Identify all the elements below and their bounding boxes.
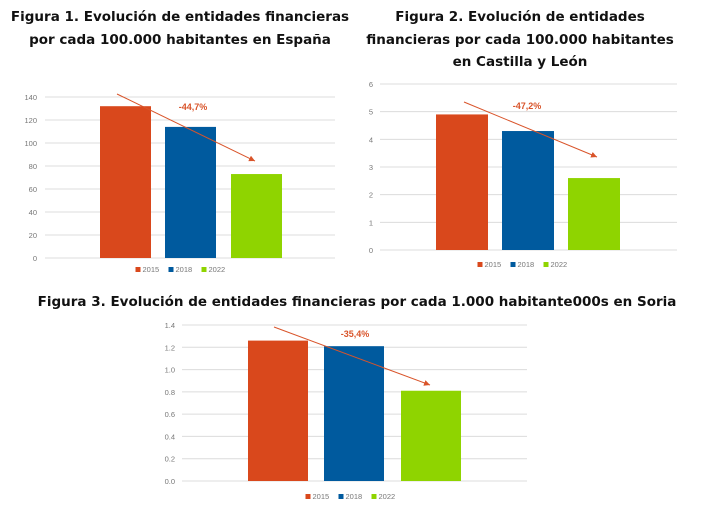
fig1-trend-arrow: [116, 93, 256, 162]
fig2-legend-label-2015: 2015: [485, 260, 502, 269]
fig1-legend-swatch-2015: [135, 267, 141, 272]
fig3-legend-swatch-2018: [338, 494, 344, 499]
fig3-legend-label-2015: 2015: [313, 492, 330, 501]
fig3-y-tick-label: 0.0: [165, 477, 175, 486]
fig3-y-tick-label: 0.4: [165, 432, 175, 441]
fig1-y-tick-label: 80: [29, 162, 37, 171]
fig1-bar-2018: [165, 126, 216, 259]
fig2-bar-2018: [502, 131, 554, 250]
fig2-legend-swatch-2015: [477, 262, 483, 267]
figure-1-title: Figura 1. Evolución de entidades financi…: [10, 9, 350, 48]
fig2-legend-label-2022: 2022: [551, 260, 568, 269]
fig1-legend-label-2018: 2018: [176, 265, 193, 274]
fig3-bar-2022: [401, 390, 461, 481]
fig2-y-tick-label: 1: [369, 218, 373, 227]
fig3-y-tick-label: 1.4: [165, 321, 175, 330]
fig2-y-tick-label: 0: [369, 246, 373, 255]
fig2-y-tick-label: 6: [369, 80, 373, 89]
fig2-y-tick-label: 2: [369, 191, 373, 200]
fig2-y-tick-label: 5: [369, 108, 373, 117]
figure-3-title: Figura 3. Evolución de entidades financi…: [37, 294, 677, 310]
fig2-y-tick-label: 4: [369, 135, 373, 144]
fig1-y-tick-label: 100: [24, 139, 37, 148]
fig2-bar-2015: [436, 114, 488, 250]
fig3-bar-2018: [324, 346, 384, 481]
fig3-y-tick-label: 1.2: [165, 343, 175, 352]
fig3-legend-label-2018: 2018: [346, 492, 363, 501]
figure-2-title: Figura 2. Evolución de entidades financi…: [366, 9, 674, 70]
fig1-y-tick-label: 140: [24, 93, 37, 102]
fig1-change-annotation: -44,7%: [179, 102, 208, 112]
fig3-change-annotation: -35,4%: [341, 329, 370, 339]
fig1-bar-2015: [100, 106, 151, 258]
fig1-y-tick-label: 0: [33, 254, 37, 263]
fig1-y-tick-label: 20: [29, 231, 37, 240]
fig2-legend-swatch-2018: [510, 262, 516, 267]
fig3-y-tick-label: 0.8: [165, 388, 175, 397]
fig2-change-annotation: -47,2%: [513, 101, 542, 111]
fig3-legend-swatch-2015: [305, 494, 311, 499]
fig3-trend-arrow: [273, 326, 431, 386]
fig3-bar-2015: [248, 340, 308, 481]
fig3-legend-label-2022: 2022: [379, 492, 396, 501]
fig2-y-tick-label: 3: [369, 163, 373, 172]
fig1-legend-swatch-2018: [168, 267, 174, 272]
fig1-y-tick-label: 120: [24, 116, 37, 125]
fig1-legend-label-2015: 2015: [143, 265, 160, 274]
fig3-y-tick-label: 0.2: [165, 455, 175, 464]
fig3-legend-swatch-2022: [371, 494, 377, 499]
fig1-y-tick-label: 40: [29, 208, 37, 217]
fig1-bar-2022: [231, 174, 282, 258]
fig2-bar-2022: [568, 178, 620, 250]
fig3-y-tick-label: 1.0: [165, 366, 175, 375]
fig2-legend-swatch-2022: [543, 262, 549, 267]
fig1-legend-swatch-2022: [201, 267, 207, 272]
fig1-y-tick-label: 60: [29, 185, 37, 194]
fig1-legend-label-2022: 2022: [209, 265, 226, 274]
fig2-trend-arrow: [463, 101, 598, 158]
fig3-y-tick-label: 0.6: [165, 410, 175, 419]
fig2-legend-label-2018: 2018: [518, 260, 535, 269]
